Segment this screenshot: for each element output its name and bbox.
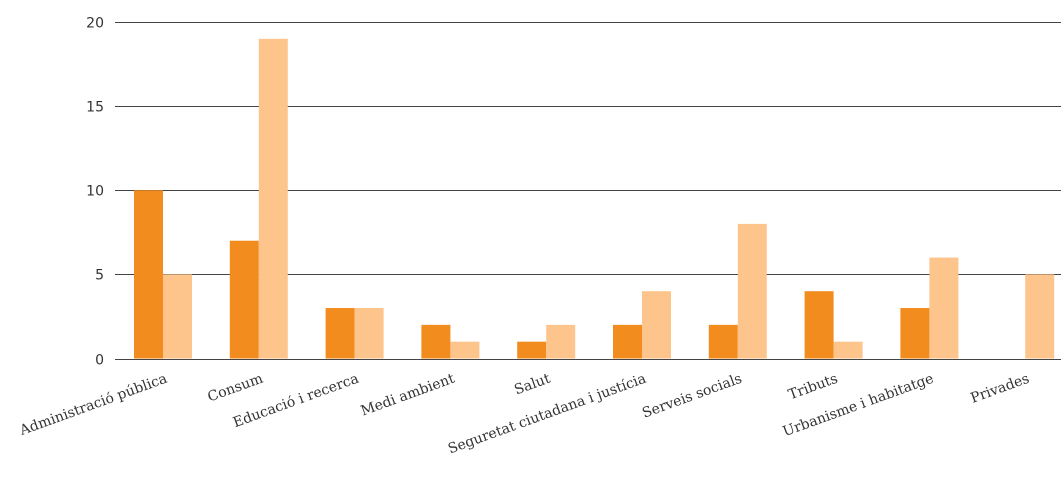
bar-series-2 <box>833 341 863 359</box>
y-tick-label: 10 <box>86 184 104 200</box>
y-tick-label: 5 <box>95 268 104 284</box>
bar-series-2 <box>258 38 288 359</box>
bar-series-1 <box>708 324 738 359</box>
y-axis-ticks: 0 5 10 15 20 <box>86 16 104 369</box>
bar-series-1 <box>421 324 451 359</box>
x-tick-label: Administració pública <box>17 371 169 440</box>
y-tick-label: 15 <box>86 100 104 116</box>
x-tick-label: Tributs <box>786 371 840 404</box>
bar-series-1 <box>613 324 642 359</box>
bar-series-2 <box>737 223 767 359</box>
bar-series-2 <box>450 341 480 359</box>
bar-series-1 <box>229 240 259 359</box>
bar-series-1 <box>804 291 834 359</box>
x-tick-label: Salut <box>512 371 553 399</box>
bar-series-1 <box>900 308 930 359</box>
bars <box>134 38 1055 359</box>
bar-series-2 <box>354 308 384 359</box>
bar-series-1 <box>517 341 547 359</box>
x-tick-label: Serveis socials <box>640 371 744 422</box>
y-tick-label: 20 <box>86 16 104 32</box>
bar-series-1 <box>134 190 163 359</box>
y-tick-label: 0 <box>95 353 104 369</box>
bar-series-2 <box>546 324 576 359</box>
x-tick-label: Privades <box>969 371 1032 407</box>
x-tick-label: Consum <box>206 371 266 406</box>
bar-series-2 <box>1025 274 1055 359</box>
x-tick-label: Medi ambient <box>359 371 457 420</box>
bar-series-2 <box>642 291 671 359</box>
bar-series-2 <box>929 257 959 359</box>
bar-series-2 <box>163 274 192 359</box>
bar-series-1 <box>325 308 355 359</box>
